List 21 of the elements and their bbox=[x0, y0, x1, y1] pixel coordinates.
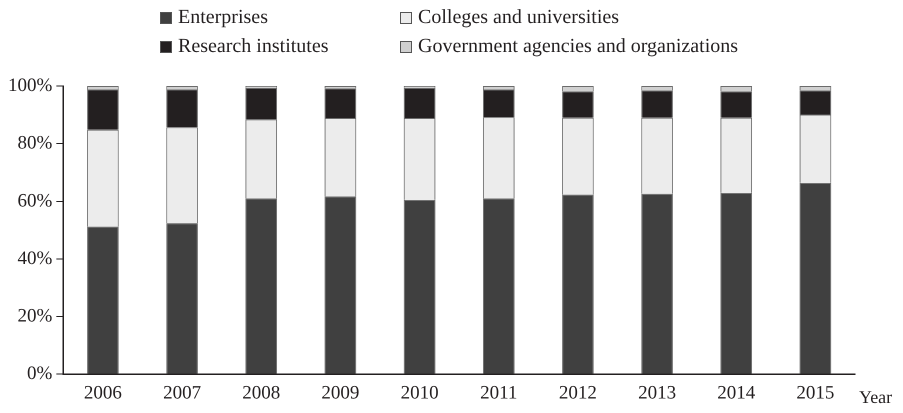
y-tick-label: 100% bbox=[8, 74, 52, 96]
y-tick-label: 40% bbox=[18, 248, 52, 269]
legend-label: Government agencies and organizations bbox=[418, 35, 738, 58]
x-tick-label: 2010 bbox=[400, 382, 439, 404]
x-tick-label: 2008 bbox=[242, 382, 280, 404]
x-tick-label: 2013 bbox=[638, 382, 676, 404]
x-axis-title: Year bbox=[859, 386, 892, 407]
y-tick-label: 20% bbox=[18, 306, 52, 327]
x-tick-label: 2015 bbox=[796, 382, 834, 404]
x-tick-label: 2011 bbox=[480, 382, 518, 404]
x-tick-label: 2009 bbox=[321, 382, 360, 404]
legend-label: Colleges and universities bbox=[418, 6, 620, 29]
x-tick-label: 2012 bbox=[558, 382, 597, 404]
x-tick-label: 2006 bbox=[84, 382, 122, 404]
y-tick-label: 60% bbox=[18, 190, 52, 212]
y-tick-label: 80% bbox=[18, 132, 52, 154]
legend-label: Enterprises bbox=[178, 6, 268, 29]
y-tick-label: 0% bbox=[27, 363, 52, 384]
legend-label: Research institutes bbox=[178, 35, 329, 58]
x-tick-label: 2014 bbox=[717, 382, 756, 404]
x-tick-label: 2007 bbox=[163, 382, 202, 404]
